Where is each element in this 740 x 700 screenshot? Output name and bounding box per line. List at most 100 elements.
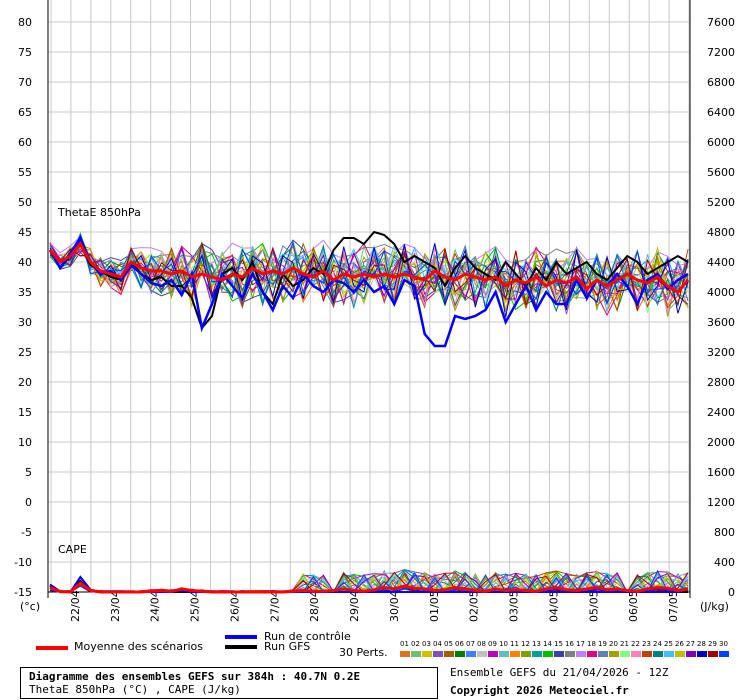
mean-legend-label: Moyenne des scénarios <box>74 640 203 653</box>
perturbation-swatch <box>697 651 707 657</box>
left-tick-label: 30 <box>18 316 32 329</box>
left-tick-label: 10 <box>18 436 32 449</box>
thetae-gfs-line <box>49 230 689 331</box>
right-tick-label: 7200 <box>707 46 735 59</box>
left-tick-label: 15 <box>18 406 32 419</box>
perturbation-swatch <box>532 651 542 657</box>
right-tick-label: 3200 <box>707 346 735 359</box>
perturbation-number: 09 <box>488 640 497 648</box>
right-tick-label: 4400 <box>707 256 735 269</box>
right-tick-label: 6800 <box>707 76 735 89</box>
date-label: 04/05 <box>547 590 560 622</box>
perturbation-swatch <box>510 651 520 657</box>
date-label: 24/04 <box>149 590 162 622</box>
date-label: 26/04 <box>228 590 241 622</box>
perturbation-number: 01 <box>400 640 409 648</box>
perturbation-swatch <box>719 651 729 657</box>
perturbation-swatch <box>686 651 696 657</box>
perturbation-number: 06 <box>455 640 464 648</box>
left-tick-label: -15 <box>14 586 32 599</box>
thetae-perturbation-line <box>49 237 689 318</box>
left-tick-label: 35 <box>18 286 32 299</box>
thetae-perturbation-line <box>49 243 689 285</box>
right-tick-label: 400 <box>714 556 735 569</box>
perturbation-swatch <box>587 651 597 657</box>
date-label: 07/05 <box>667 590 680 622</box>
left-tick-label: 0 <box>25 496 32 509</box>
perturbation-number: 07 <box>466 640 475 648</box>
left-axis-unit: (°c) <box>20 600 40 613</box>
perturbation-swatch <box>488 651 498 657</box>
date-label: 23/04 <box>109 590 122 622</box>
right-tick-label: 7600 <box>707 16 735 29</box>
left-tick-label: 25 <box>18 346 32 359</box>
perturbation-number: 02 <box>411 640 420 648</box>
right-tick-label: 0 <box>728 586 735 599</box>
ensemble-date: Ensemble GEFS du 21/04/2026 - 12Z <box>450 666 669 679</box>
plot-area <box>48 0 690 592</box>
perturbation-swatch <box>664 651 674 657</box>
perturbation-number: 27 <box>686 640 695 648</box>
perturbation-swatch <box>422 651 432 657</box>
control-legend-line <box>225 635 257 639</box>
right-tick-label: 1200 <box>707 496 735 509</box>
perturbation-number: 26 <box>675 640 684 648</box>
thetae-panel-label: ThetaE 850hPa <box>57 206 141 219</box>
left-tick-label: 80 <box>18 16 32 29</box>
perturbation-swatch <box>444 651 454 657</box>
left-tick-label: 60 <box>18 136 32 149</box>
left-tick-label: 75 <box>18 46 32 59</box>
left-tick-label: 50 <box>18 196 32 209</box>
date-label: 29/04 <box>348 590 361 622</box>
perturbation-swatch <box>455 651 465 657</box>
left-tick-label: 5 <box>25 466 32 479</box>
right-tick-label: 5200 <box>707 196 735 209</box>
date-label: 01/05 <box>428 590 441 622</box>
left-tick-label: -5 <box>21 526 32 539</box>
left-tick-label: 55 <box>18 166 32 179</box>
perturbation-swatch <box>598 651 608 657</box>
chart-info-box: Diagramme des ensembles GEFS sur 384h : … <box>20 667 438 699</box>
perturbation-swatch <box>477 651 487 657</box>
thetae-control-line <box>48 235 689 348</box>
control-legend-label: Run de contrôle <box>264 630 351 643</box>
perturbation-number: 10 <box>499 640 508 648</box>
thetae-mean-line <box>48 241 690 294</box>
perturbation-swatch <box>499 651 509 657</box>
perturbation-swatch <box>521 651 531 657</box>
perturbation-swatch <box>675 651 685 657</box>
date-label: 02/05 <box>468 590 481 622</box>
date-label: 28/04 <box>308 590 321 622</box>
cape-mean-line <box>49 581 689 594</box>
perturbation-swatch <box>554 651 564 657</box>
chart-footer: Moyenne des scénarios Run de contrôle Ru… <box>0 628 740 700</box>
gfs-legend-line <box>225 645 257 649</box>
right-tick-label: 6000 <box>707 136 735 149</box>
left-tick-label: 65 <box>18 106 32 119</box>
chart-subtitle: ThetaE 850hPa (°C) , CAPE (J/kg) <box>29 683 241 696</box>
right-tick-label: 2000 <box>707 436 735 449</box>
left-tick-label: 20 <box>18 376 32 389</box>
perturbation-number: 21 <box>620 640 629 648</box>
perturbation-swatch <box>433 651 443 657</box>
date-label: 30/04 <box>388 590 401 622</box>
perturbation-number: 05 <box>444 640 453 648</box>
perturbation-number: 16 <box>565 640 574 648</box>
perturbation-number: 24 <box>653 640 662 648</box>
date-label: 25/04 <box>189 590 202 622</box>
copyright: Copyright 2026 Meteociel.fr <box>450 684 629 697</box>
perturbation-number: 03 <box>422 640 431 648</box>
perturbation-number: 29 <box>708 640 717 648</box>
right-tick-label: 800 <box>714 526 735 539</box>
date-label: 06/05 <box>627 590 640 622</box>
perturbation-number: 17 <box>576 640 585 648</box>
right-tick-label: 2800 <box>707 376 735 389</box>
right-tick-label: 4800 <box>707 226 735 239</box>
perturbation-number: 28 <box>697 640 706 648</box>
perturbation-swatch <box>620 651 630 657</box>
perturbation-number: 20 <box>609 640 618 648</box>
perturbation-number: 04 <box>433 640 442 648</box>
right-tick-label: 5600 <box>707 166 735 179</box>
perturbation-number: 23 <box>642 640 651 648</box>
perturbation-number: 30 <box>719 640 728 648</box>
